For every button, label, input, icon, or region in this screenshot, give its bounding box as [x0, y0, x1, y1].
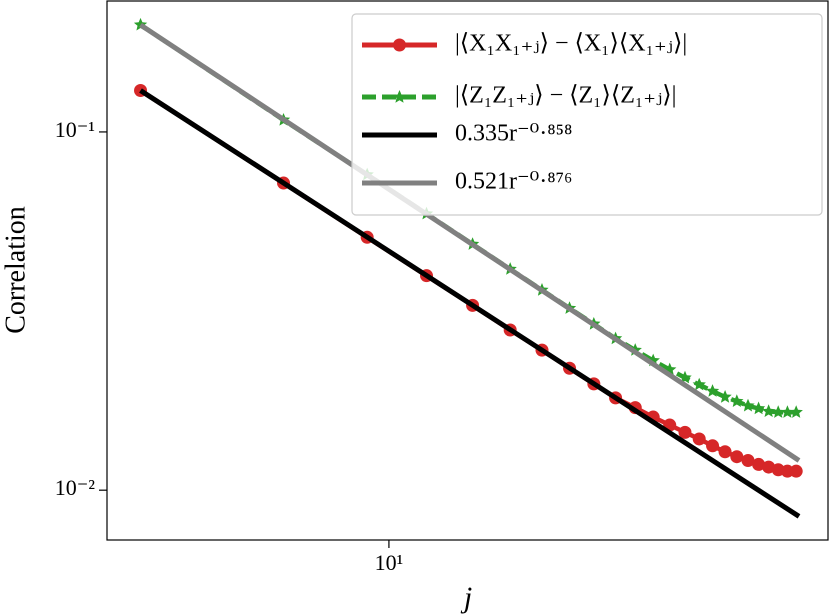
y-tick-label: 10⁻²	[55, 475, 96, 500]
y-tick-label: 10⁻¹	[55, 117, 95, 142]
data-point	[730, 394, 744, 407]
data-point	[718, 445, 732, 459]
legend-marker	[392, 90, 407, 103]
data-point	[789, 464, 803, 478]
data-point	[752, 457, 766, 471]
legend-label: |⟨X₁X₁₊ⱼ⟩ − ⟨X₁⟩⟨X₁₊ⱼ⟩|	[455, 31, 687, 57]
data-point	[718, 390, 732, 403]
data-point	[771, 405, 785, 418]
data-point	[692, 377, 706, 391]
legend-label: |⟨Z₁Z₁₊ⱼ⟩ − ⟨Z₁⟩⟨Z₁₊ⱼ⟩|	[455, 83, 676, 109]
data-point	[780, 405, 795, 418]
data-point	[789, 405, 803, 418]
data-point	[730, 450, 744, 464]
data-point	[692, 432, 706, 446]
legend-label: 0.521r⁻⁰·⁸⁷⁶	[455, 169, 572, 195]
x-tick-label: 10¹	[375, 550, 404, 575]
legend-box	[351, 13, 823, 216]
data-point	[133, 17, 148, 31]
series-line	[139, 22, 801, 463]
data-point	[741, 398, 755, 412]
legend-marker	[393, 38, 406, 52]
plot-frame	[106, 0, 829, 541]
series-line	[139, 88, 801, 519]
legend-label: 0.335r⁻⁰·⁸⁵⁸	[455, 121, 572, 147]
y-axis-label: Correlation	[0, 206, 31, 334]
data-point	[706, 439, 720, 453]
data-point	[741, 454, 755, 468]
data-point	[678, 425, 692, 439]
data-point	[762, 404, 776, 417]
data-point	[751, 401, 766, 415]
x-axis-label: j	[460, 581, 472, 614]
data-point	[705, 384, 720, 397]
